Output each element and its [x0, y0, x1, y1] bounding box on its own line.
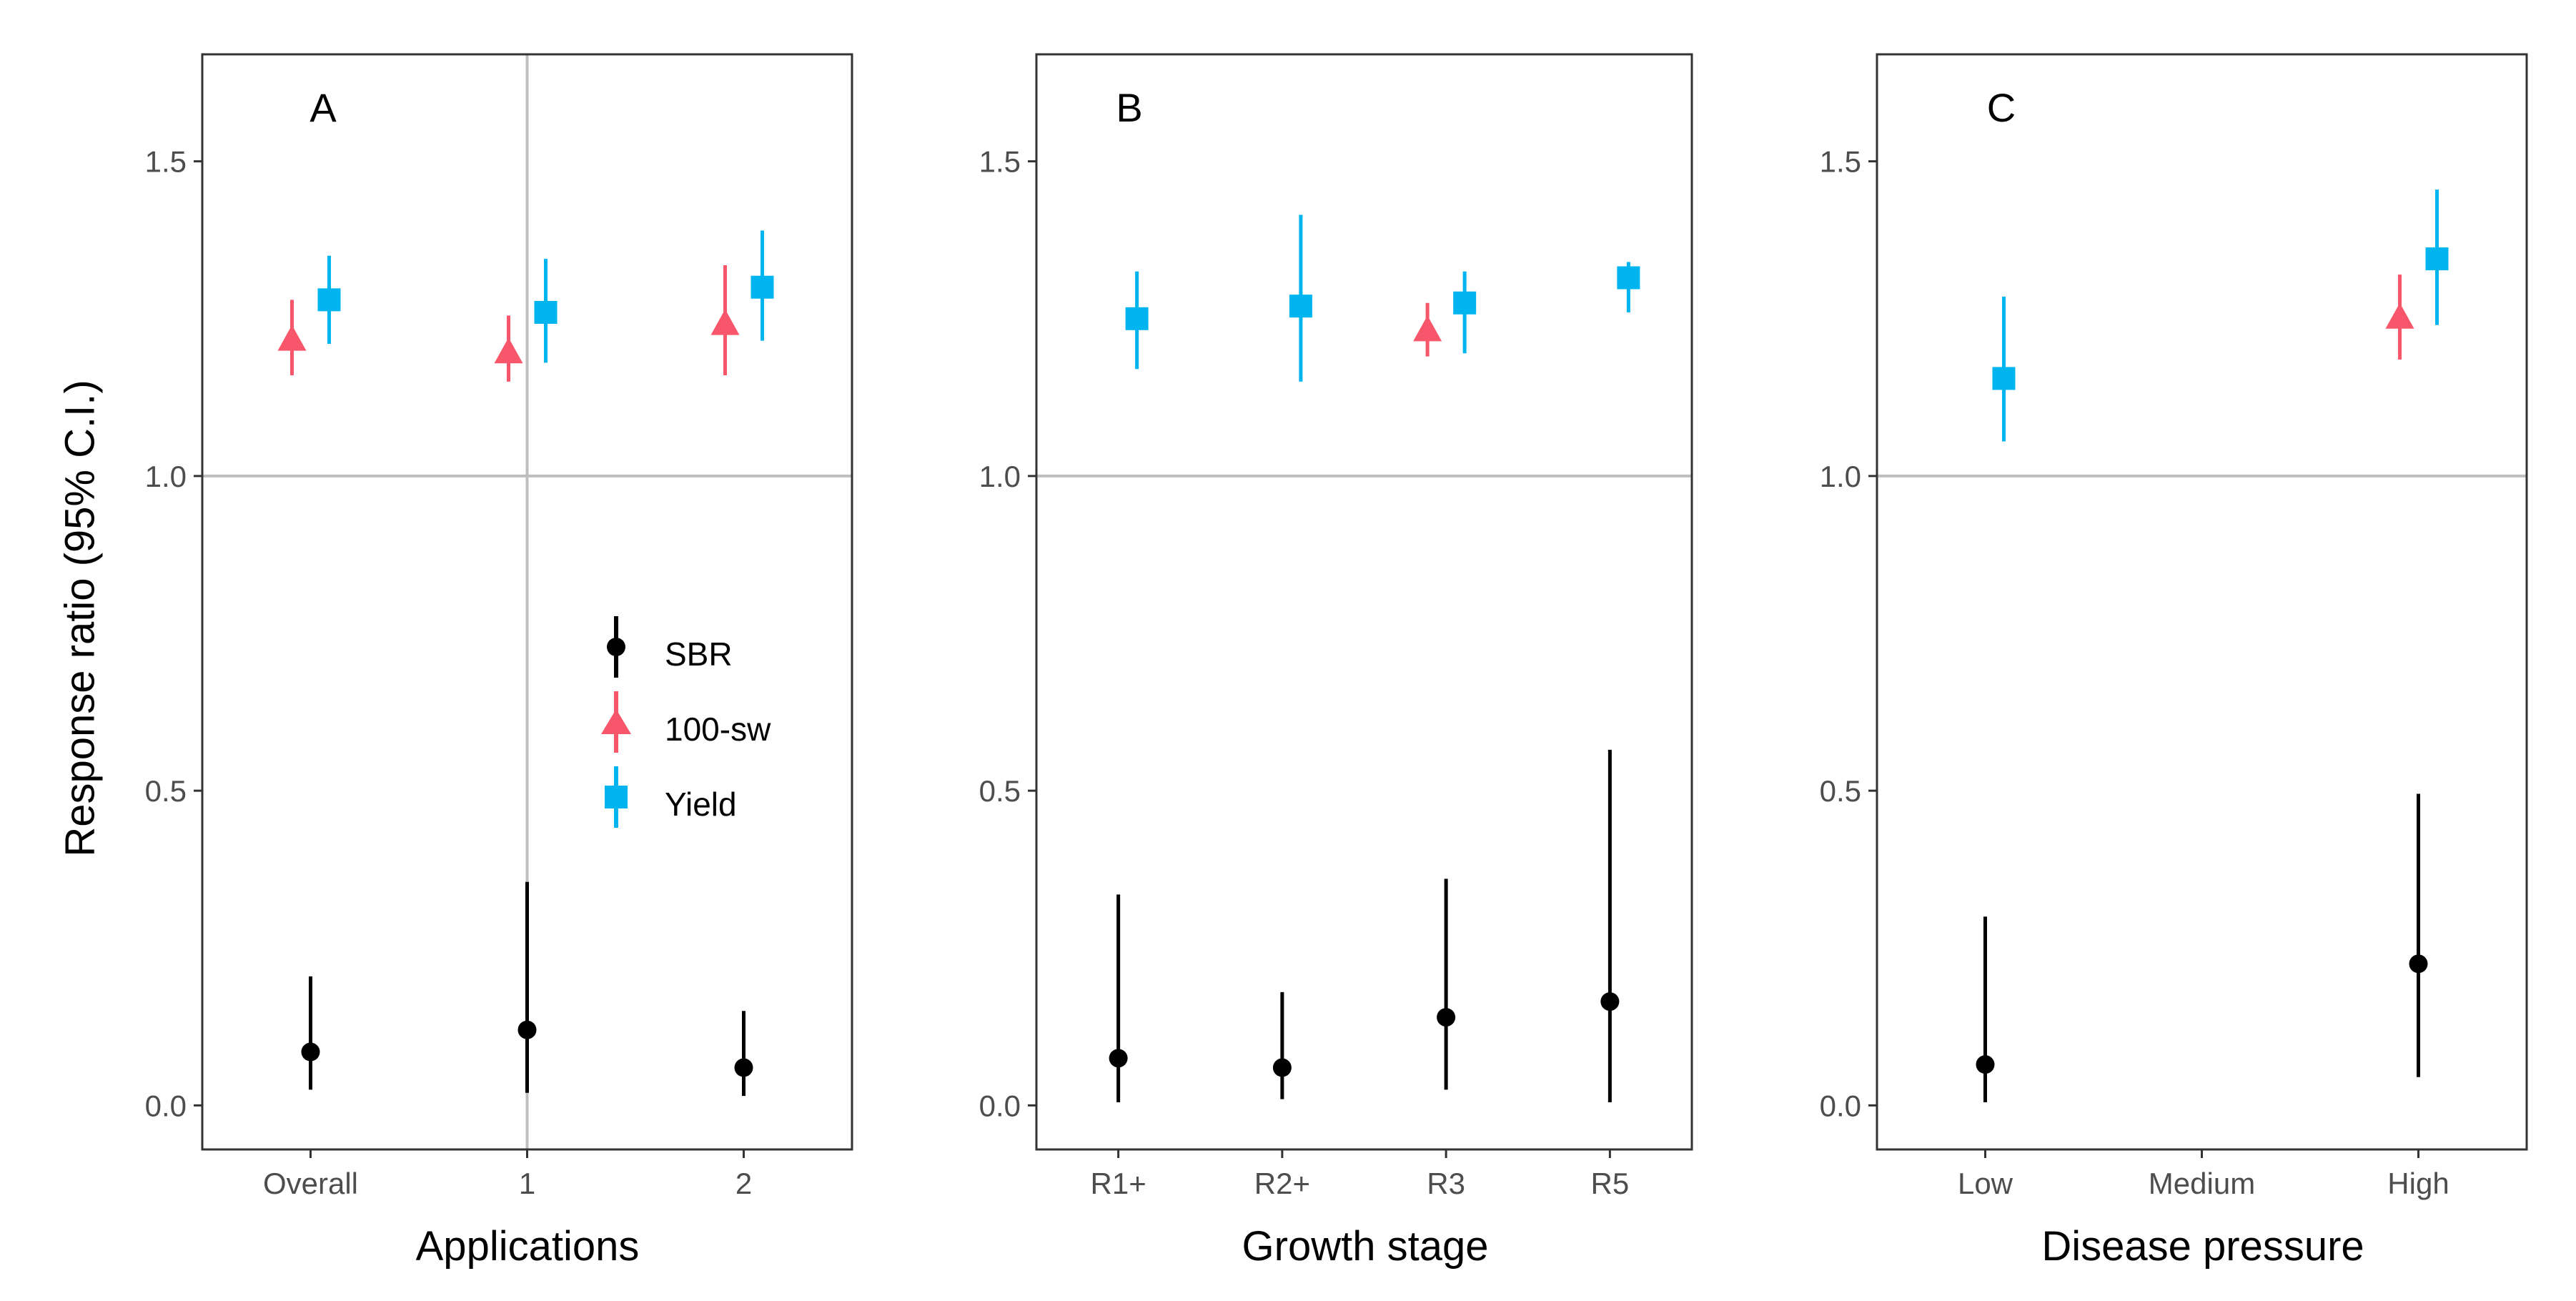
point-sbr — [1437, 1008, 1456, 1027]
y-tick-label: 1.0 — [979, 460, 1021, 493]
panel-letter-b: B — [1116, 85, 1143, 130]
legend-key-100sw — [601, 691, 631, 753]
point-100sw — [710, 309, 740, 335]
point-yield — [1453, 291, 1477, 315]
x-tick-label: R5 — [1591, 1167, 1630, 1200]
legend-key-sbr — [607, 616, 625, 678]
point-100sw — [1413, 315, 1442, 342]
x-axis-label-a: Applications — [415, 1223, 640, 1270]
point-yield — [1992, 367, 2016, 390]
point-yield — [1289, 295, 1312, 318]
x-tick-label: R3 — [1427, 1167, 1465, 1200]
point-sbr — [301, 1042, 320, 1062]
y-tick-label: 1.0 — [145, 460, 187, 493]
legend-entry-sbr: SBR — [586, 615, 815, 686]
legend-label-yield: Yield — [665, 786, 737, 823]
point-yield — [317, 288, 341, 312]
legend-label-sbr: SBR — [665, 635, 733, 673]
x-tick-label: Overall — [263, 1167, 358, 1200]
x-tick-label: Low — [1958, 1167, 2013, 1200]
point-sbr — [1109, 1049, 1128, 1068]
panel-c: 0.0 0.5 1.0 1.5 Low Medium High — [1820, 53, 2528, 1200]
legend-entry-yield: Yield — [586, 765, 815, 836]
y-tick-label: 1.5 — [145, 145, 187, 179]
legend-key-yield — [605, 766, 628, 828]
point-sbr — [1976, 1055, 1995, 1074]
point-yield — [1125, 307, 1149, 330]
panel-letter-c: C — [1986, 85, 2016, 130]
x-tick-label: High — [2387, 1167, 2449, 1200]
y-tick-label: 0.5 — [145, 774, 187, 808]
y-tick-label: 1.0 — [1820, 460, 1861, 493]
y-tick-label: 1.5 — [1820, 145, 1861, 179]
x-tick-label: R1+ — [1091, 1167, 1146, 1200]
y-tick-label: 0.5 — [1820, 774, 1861, 808]
panel-letter-a: A — [309, 85, 337, 130]
point-sbr — [1600, 992, 1620, 1011]
x-tick-label: Medium — [2149, 1167, 2255, 1200]
x-tick-label: R2+ — [1254, 1167, 1310, 1200]
point-yield — [534, 300, 558, 324]
x-axis-label-b: Growth stage — [1242, 1223, 1489, 1270]
panel-a: 0.0 0.5 1.0 1.5 Overall 1 2 — [145, 53, 853, 1200]
point-100sw — [494, 337, 523, 364]
panel-b: 0.0 0.5 1.0 1.5 R1+ R2+ R3 R5 — [979, 53, 1693, 1200]
point-yield — [750, 275, 774, 299]
y-tick-label: 0.0 — [1820, 1089, 1861, 1122]
panel-border — [1035, 53, 1693, 1151]
point-sbr — [1272, 1058, 1292, 1077]
legend: SBR 100-sw Yield — [586, 615, 815, 844]
legend-entry-100sw: 100-sw — [586, 690, 815, 761]
panel-border — [1876, 53, 2528, 1151]
x-tick-label: 1 — [519, 1167, 535, 1200]
y-tick-label: 0.5 — [979, 774, 1021, 808]
point-yield — [2425, 247, 2449, 271]
point-sbr — [734, 1058, 753, 1077]
y-tick-label: 1.5 — [979, 145, 1021, 179]
x-axis-label-c: Disease pressure — [2041, 1223, 2364, 1270]
point-sbr — [517, 1020, 537, 1039]
y-axis-label: Response ratio (95% C.I.) — [56, 380, 104, 857]
point-100sw — [277, 325, 307, 351]
x-tick-label: 2 — [735, 1167, 752, 1200]
point-sbr — [2409, 954, 2428, 974]
point-100sw — [2385, 302, 2414, 329]
y-tick-label: 0.0 — [979, 1089, 1021, 1122]
y-tick-label: 0.0 — [145, 1089, 187, 1122]
point-yield — [1617, 266, 1640, 290]
legend-label-100sw: 100-sw — [665, 711, 771, 748]
